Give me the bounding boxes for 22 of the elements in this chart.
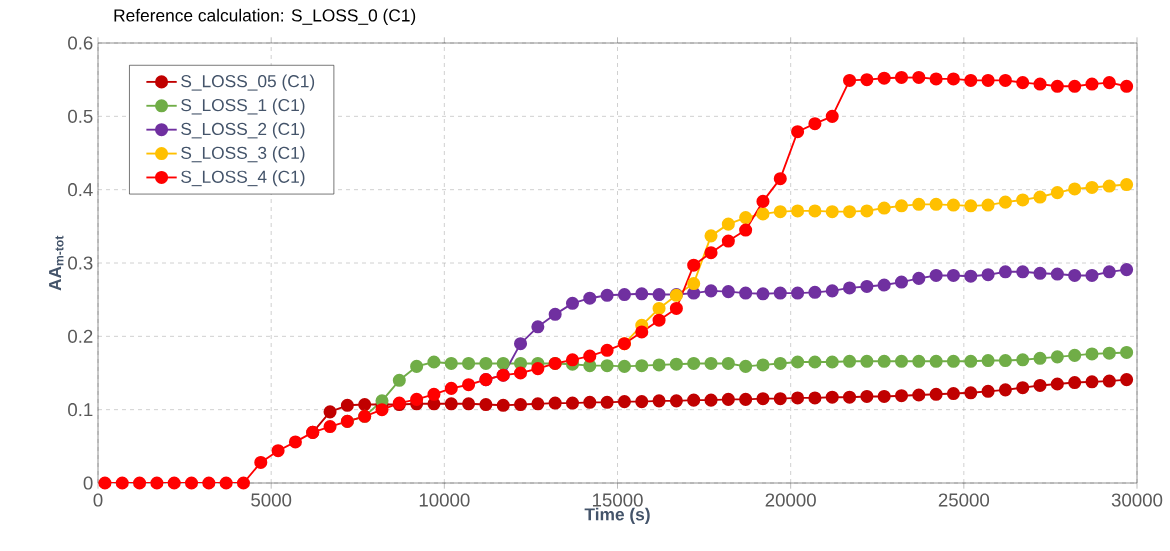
y-tick-label: 0.3: [68, 256, 93, 270]
chart-title: Reference calculation: S_LOSS_0 (C1): [114, 8, 416, 25]
x-tick-label: 30000: [1111, 493, 1163, 507]
y-tick-label: 0.4: [68, 183, 93, 197]
y-tick-label: 0.2: [68, 329, 93, 343]
y-tick-label: 0.6: [68, 36, 93, 50]
y-tick-label: 0.1: [68, 403, 93, 417]
y-tick-label: 0.5: [68, 109, 93, 123]
y-axis-title: AA$_{m-tot}$: [49, 235, 64, 291]
x-tick-label: 0: [93, 493, 103, 507]
x-axis-title: Time (s): [584, 507, 650, 524]
x-tick-label: 5000: [251, 493, 292, 507]
x-tick-label: 20000: [765, 493, 816, 507]
legend-label: S_LOSS_05 (C1): [181, 74, 315, 91]
x-tick-label: 15000: [592, 493, 643, 507]
legend-label: S_LOSS_2 (C1): [181, 122, 305, 139]
x-tick-label: 10000: [419, 493, 470, 507]
y-tick-label: 0: [83, 476, 93, 490]
x-tick-label: 25000: [938, 493, 990, 507]
legend-label: S_LOSS_1 (C1): [181, 98, 305, 115]
legend-label: S_LOSS_3 (C1): [181, 146, 305, 163]
legend-label: S_LOSS_4 (C1): [181, 170, 305, 187]
